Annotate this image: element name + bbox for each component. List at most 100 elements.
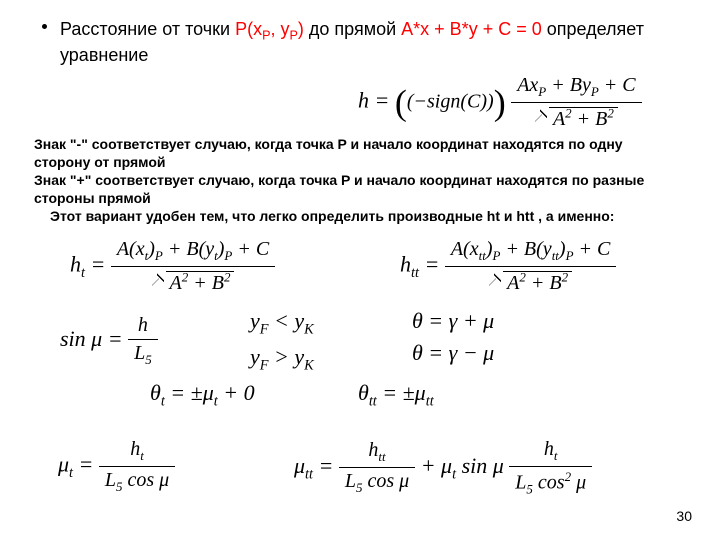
t: P <box>155 248 163 263</box>
t: + By <box>546 74 591 96</box>
t: ) <box>559 238 566 260</box>
t: h <box>400 251 411 276</box>
t: sin μ = <box>60 326 128 351</box>
paren: ) <box>494 82 506 122</box>
t: > <box>269 344 295 369</box>
formula-sinmu: sin μ = h L5 <box>60 314 158 368</box>
point-red: P(xP, yP) <box>235 19 304 39</box>
t: = <box>419 251 445 276</box>
t: + B <box>526 272 562 294</box>
formula-h: h = ((−sign(C))) AxP + ByP + C A2 + B2 <box>358 74 642 131</box>
t: A <box>553 108 565 130</box>
t: = ±μ <box>165 380 214 405</box>
t: + B <box>188 272 224 294</box>
t: 2 <box>224 269 231 284</box>
t: tt <box>479 248 486 263</box>
t: μ <box>58 452 69 477</box>
t: P <box>591 84 599 99</box>
t: 5 <box>145 352 152 367</box>
t: + B(y <box>163 238 214 260</box>
t: μ <box>294 453 305 478</box>
fraction: AxP + ByP + C A2 + B2 <box>511 74 641 131</box>
formula-ht: ht = A(xt)P + B(yt)P + C A2 + B2 <box>70 238 275 295</box>
formula-theta: θ = γ + μ θ = γ − μ <box>412 308 494 366</box>
t: h <box>368 439 378 461</box>
t: P <box>289 29 297 43</box>
t: + C <box>232 238 269 260</box>
note-minus: Знак "-" соответствует случаю, когда точ… <box>34 136 678 171</box>
t: K <box>304 358 314 374</box>
t: θ = γ − μ <box>412 340 494 366</box>
t: h <box>130 438 140 460</box>
t: y <box>294 308 304 333</box>
t: cos <box>533 472 565 494</box>
t: ) <box>148 238 155 260</box>
t: F <box>260 358 269 374</box>
formula-mutt: μtt = htt L5 cos μ + μt sin μ ht L5 cos2… <box>294 438 592 498</box>
t: cos μ <box>362 470 409 492</box>
t: cos μ <box>123 469 170 491</box>
bullet-text: Расстояние от точки P(xP, yP) до прямой … <box>60 18 678 67</box>
t: μ <box>571 472 586 494</box>
t: h <box>70 251 81 276</box>
t: t <box>69 465 73 481</box>
t: tt <box>369 393 377 409</box>
t: A(x <box>117 238 145 260</box>
t: + C <box>599 74 636 96</box>
t: t <box>554 448 558 463</box>
page-number: 30 <box>676 508 692 524</box>
t: L <box>345 470 356 492</box>
t: Этот вариант удобен тем, что легко опред… <box>50 208 614 224</box>
slide: Расстояние от точки P(xP, yP) до прямой … <box>0 0 720 540</box>
t: h <box>544 438 554 460</box>
t: y <box>250 344 260 369</box>
t: = ±μ <box>377 380 426 405</box>
note-derivatives: Этот вариант удобен тем, что легко опред… <box>50 208 678 226</box>
bullet-dot <box>42 24 47 29</box>
paren: ( <box>395 82 407 122</box>
t: < <box>269 308 295 333</box>
t: стороны прямой <box>34 190 151 206</box>
txt: Расстояние от точки <box>60 19 235 39</box>
t: L <box>515 472 526 494</box>
t: θ <box>358 380 369 405</box>
t: L <box>134 342 145 364</box>
t: Ax <box>517 74 538 96</box>
t: sin μ <box>456 453 509 478</box>
t: + C <box>574 238 611 260</box>
t: A <box>170 272 182 294</box>
t: θ = γ + μ <box>412 308 494 334</box>
t: h = <box>358 87 395 112</box>
t: y <box>250 308 260 333</box>
formula-htt: htt = A(xtt)P + B(ytt)P + C A2 + B2 <box>400 238 616 295</box>
t: Знак "+" соответствует случаю, когда точ… <box>34 172 644 188</box>
t: (−sign(C)) <box>407 90 494 112</box>
t: = <box>85 251 111 276</box>
t: t <box>140 448 144 463</box>
formula-y-compare: yF < yK yF > yK <box>250 308 314 375</box>
t: 2 <box>562 269 569 284</box>
note-plus: Знак "+" соответствует случаю, когда точ… <box>34 172 678 207</box>
t: tt <box>426 393 434 409</box>
t: K <box>304 321 314 337</box>
t: L <box>105 469 116 491</box>
t: tt <box>378 449 385 464</box>
t: 2 <box>607 105 614 120</box>
formula-thetatt: θtt = ±μtt <box>358 380 434 410</box>
t: Знак "-" соответствует случаю, когда точ… <box>34 136 623 152</box>
t: + 0 <box>218 380 255 405</box>
formula-mut: μt = ht L5 cos μ <box>58 438 175 495</box>
t: P(x <box>235 19 262 39</box>
t: P <box>566 248 574 263</box>
t: + B <box>572 108 608 130</box>
t: tt <box>411 265 419 281</box>
t: F <box>260 321 269 337</box>
t: + B(y <box>500 238 551 260</box>
t: до прямой <box>304 19 401 39</box>
t: y <box>294 344 304 369</box>
t: сторону от прямой <box>34 154 166 170</box>
t: A <box>507 272 519 294</box>
line-eq-red: A*x + B*y + C = 0 <box>401 19 542 39</box>
formula-thetat: θt = ±μt + 0 <box>150 380 255 410</box>
t: A(x <box>451 238 479 260</box>
